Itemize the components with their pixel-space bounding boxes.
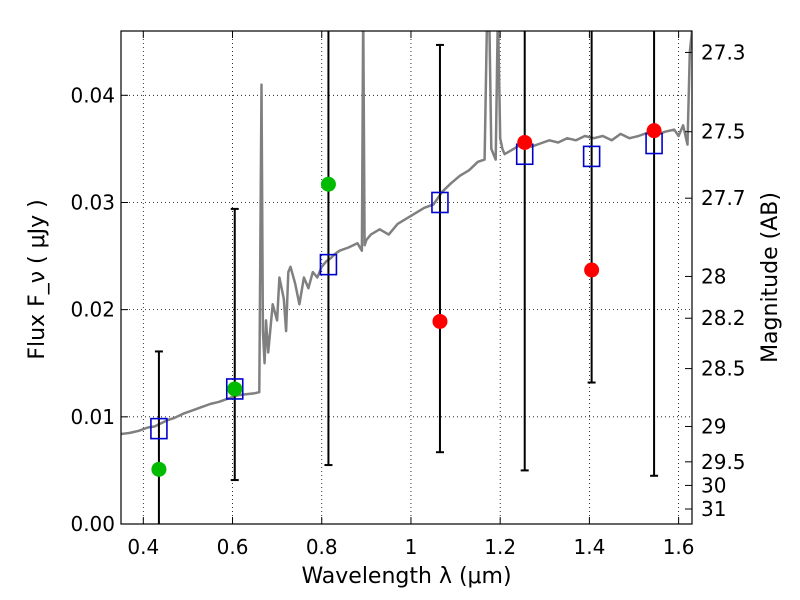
model-square-marker [582, 145, 601, 168]
data-point [227, 381, 243, 397]
data-point [151, 461, 167, 477]
data-point [584, 262, 600, 278]
right-tick-label: 29 [701, 414, 726, 438]
spectrum-line [121, 31, 692, 436]
x-axis-label: Wavelength λ (μm) [301, 564, 511, 589]
y-tick-label: 0.03 [70, 190, 115, 214]
grid [121, 31, 692, 525]
model-square-marker [319, 253, 338, 276]
right-tick-label: 31 [701, 497, 726, 521]
data-markers [150, 123, 663, 477]
model-square-marker [150, 417, 168, 440]
x-tick-label: 0.6 [217, 535, 249, 559]
model-square-marker [225, 378, 244, 400]
data-point [517, 134, 533, 150]
x-tick-label: 1.6 [663, 535, 695, 559]
data-point [320, 176, 336, 192]
y-axis-label: Flux F_ν ( μJy ) [25, 199, 50, 359]
y-tick-label: 0.04 [70, 83, 115, 107]
plot-frame [120, 30, 693, 525]
y-tick-label: 0.02 [70, 298, 115, 322]
right-tick-label: 28.5 [701, 357, 746, 381]
data-point [432, 313, 448, 329]
x-tick-label: 0.8 [306, 535, 338, 559]
data-point [646, 123, 662, 139]
right-tick-label: 28 [701, 264, 726, 288]
error-bars [154, 31, 659, 524]
x-tick-label: 1.4 [573, 535, 605, 559]
x-tick-label: 1.2 [484, 535, 516, 559]
right-tick-label: 27.5 [701, 120, 746, 144]
y-tick-label: 0.01 [70, 405, 115, 429]
x-tick-label: 1 [405, 535, 418, 559]
model-spectrum [121, 31, 692, 436]
right-axis-label: Magnitude (AB) [758, 192, 783, 363]
y-tick-label: 0.00 [70, 512, 115, 536]
right-tick-label: 29.5 [701, 450, 746, 474]
right-tick-label: 27.3 [701, 40, 746, 64]
x-tick-label: 0.4 [127, 535, 159, 559]
right-tick-label: 30 [701, 473, 726, 497]
model-square-marker [431, 191, 449, 214]
right-tick-label: 28.2 [701, 306, 746, 330]
axis-ticks: 0.4 0.6 0.8 1 1.2 1.4 1.6 0.00 0.01 0.02 0.03 0.04 2… [70, 31, 746, 559]
right-tick-label: 27.7 [701, 186, 746, 210]
